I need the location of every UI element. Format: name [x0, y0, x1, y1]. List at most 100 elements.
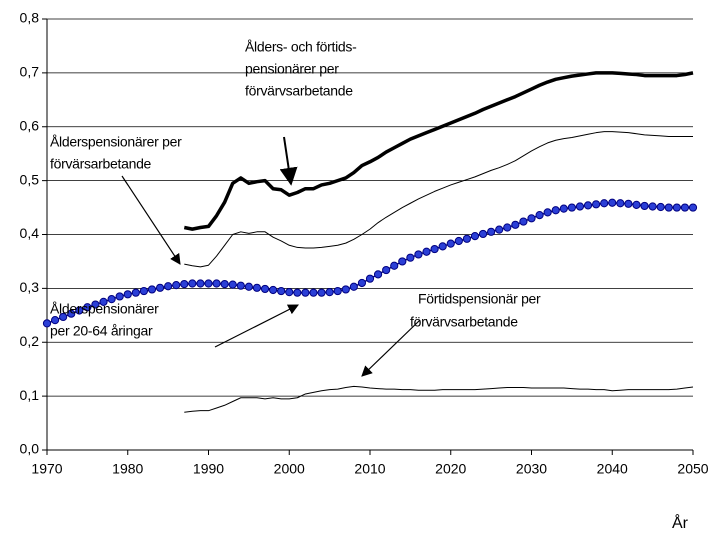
point	[260, 284, 270, 294]
point	[648, 202, 657, 211]
point	[592, 200, 601, 209]
point	[188, 279, 197, 288]
point	[487, 227, 496, 236]
point	[672, 203, 681, 212]
point	[220, 279, 229, 289]
point	[495, 225, 504, 234]
point	[139, 286, 148, 296]
x-tick-label: 1990	[193, 461, 224, 477]
point	[422, 247, 431, 256]
point	[155, 283, 165, 292]
point	[115, 292, 124, 301]
point	[575, 202, 585, 211]
arrow	[361, 319, 421, 377]
point	[398, 257, 407, 266]
point	[341, 285, 350, 294]
point	[583, 201, 593, 210]
annotation: förvärvsarbetande	[410, 314, 518, 330]
point	[131, 288, 140, 297]
point	[293, 288, 302, 297]
annotation: Ålderspensionärer per	[50, 134, 182, 150]
point	[309, 288, 318, 297]
arrow	[279, 136, 298, 186]
point	[83, 303, 92, 312]
point	[567, 203, 576, 212]
point	[301, 288, 310, 297]
point	[180, 279, 189, 289]
point	[511, 220, 520, 229]
series-line	[183, 71, 694, 231]
point	[123, 290, 132, 299]
point	[147, 285, 157, 294]
y-tick-label: 0,0	[20, 441, 40, 457]
point	[462, 234, 471, 243]
point	[99, 297, 108, 306]
point	[349, 282, 358, 291]
point	[390, 261, 399, 270]
x-tick-label: 2030	[516, 461, 547, 477]
y-tick-label: 0,2	[20, 333, 40, 349]
annotation: per 20-64 åringar	[50, 323, 153, 339]
point	[632, 200, 641, 209]
point	[656, 202, 665, 212]
point	[333, 286, 342, 296]
arrow	[121, 175, 181, 265]
point	[535, 211, 544, 220]
point	[382, 265, 391, 275]
point	[519, 217, 528, 226]
series-line	[184, 385, 694, 413]
point	[50, 316, 60, 325]
point	[559, 204, 568, 213]
x-tick-label: 1980	[112, 461, 143, 477]
annotation: Ålders- och förtids-	[245, 39, 357, 55]
point	[172, 281, 181, 290]
x-tick-label: 2050	[677, 461, 708, 477]
y-tick-label: 0,3	[20, 279, 40, 295]
point	[406, 253, 415, 262]
point	[91, 300, 100, 309]
x-tick-label: 1970	[31, 461, 62, 477]
y-tick-label: 0,7	[20, 64, 40, 80]
point	[478, 229, 488, 239]
point	[269, 285, 278, 295]
point	[454, 236, 463, 246]
point	[67, 309, 76, 318]
point	[325, 288, 334, 297]
plot-area: 0,0 0,1 0,2 0,3 0,4 0,5 0,6 0,7 0,8 1970 1980 1990 2…	[20, 10, 709, 477]
arrows	[121, 136, 421, 377]
annotation: förvärsarbetande	[50, 156, 152, 172]
x-axis-label: År	[672, 513, 689, 532]
point	[164, 282, 173, 291]
point	[543, 208, 552, 217]
point	[59, 312, 68, 322]
point	[527, 214, 536, 223]
point	[551, 206, 560, 215]
annotation: Ålderspensionärer	[50, 301, 159, 317]
point	[414, 250, 423, 259]
arrow	[214, 304, 299, 348]
annotation: Förtidspensionär per	[418, 291, 541, 307]
point	[438, 242, 447, 251]
point	[317, 288, 326, 297]
point	[285, 288, 294, 297]
point	[600, 199, 609, 208]
point	[608, 198, 617, 207]
point	[503, 223, 512, 232]
point	[42, 319, 52, 328]
point	[244, 282, 253, 291]
point	[75, 306, 84, 315]
point	[373, 270, 383, 279]
y-tick-label: 0,8	[20, 10, 40, 26]
point	[470, 232, 480, 241]
point	[680, 203, 690, 212]
point	[365, 274, 375, 283]
x-tick-label: 2000	[274, 461, 305, 477]
x-tick-label: 2020	[435, 461, 466, 477]
annotation: pensionärer per	[245, 61, 339, 77]
point	[277, 286, 286, 296]
point	[640, 201, 649, 211]
series-line	[184, 131, 693, 268]
point	[446, 239, 455, 248]
point	[212, 279, 221, 288]
